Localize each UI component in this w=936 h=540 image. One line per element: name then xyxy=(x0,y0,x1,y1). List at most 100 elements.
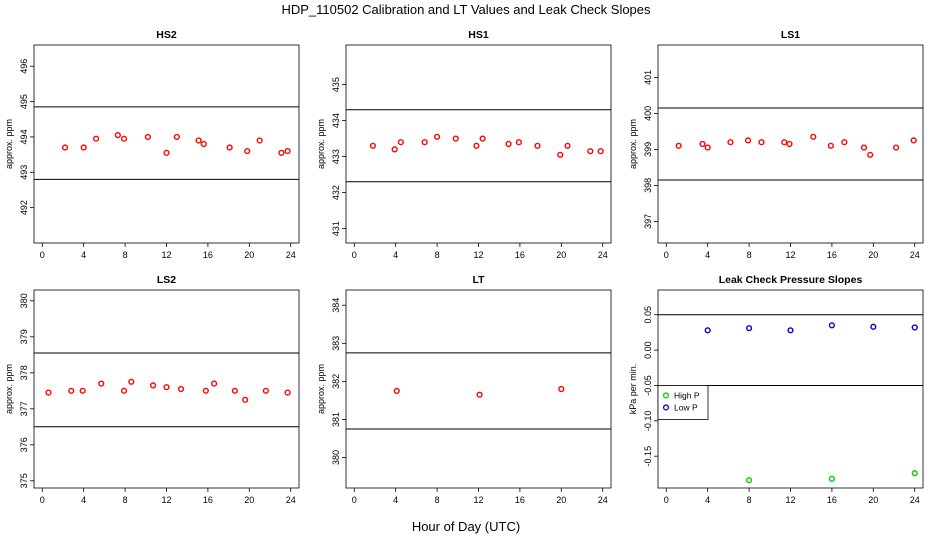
data-point xyxy=(80,144,87,151)
panel-1: HS2 0 4 8 12 16 20 24 492 493 494 495 496 approx. ppm xyxy=(4,29,300,260)
data-point xyxy=(828,475,836,482)
x-tick-label: 16 xyxy=(203,250,213,260)
data-point xyxy=(231,387,238,394)
data-point xyxy=(699,140,706,148)
plot-frame xyxy=(33,44,300,244)
y-tick-label: 379 xyxy=(19,329,29,344)
x-tick-label: 20 xyxy=(244,495,254,505)
data-point xyxy=(163,384,170,391)
x-tick-label: 0 xyxy=(352,495,357,505)
y-tick-label: 378 xyxy=(19,365,29,380)
data-point xyxy=(827,142,834,149)
data-point xyxy=(284,147,291,155)
y-axis-label: approx. ppm xyxy=(316,364,326,414)
y-tick-label: 492 xyxy=(19,200,29,215)
panel-title: Leak Check Pressure Slopes xyxy=(719,274,863,286)
y-tick-label: 398 xyxy=(643,178,653,193)
panel-title: LT xyxy=(472,274,485,286)
x-tick-label: 8 xyxy=(435,495,440,505)
x-tick-label: 20 xyxy=(868,495,878,505)
x-tick-label: 16 xyxy=(827,250,837,260)
chart-panels: HS2 0 4 8 12 16 20 24 492 493 494 495 496 approx. ppm… xyxy=(4,29,924,505)
data-point xyxy=(256,137,263,144)
plot-frame xyxy=(345,289,612,489)
y-tick-label: 380 xyxy=(19,293,29,308)
data-point xyxy=(144,133,151,141)
panel-6: Leak Check Pressure Slopes 0 4 8 12 16 20 24 -0.… xyxy=(628,274,924,505)
x-tick-label: 24 xyxy=(286,495,296,505)
panel-5: LT 0 4 8 12 16 20 24 380 381 382 383 384 approx. ppm xyxy=(316,274,612,505)
data-point xyxy=(781,139,788,146)
y-tick-label: 376 xyxy=(19,437,29,452)
data-point xyxy=(163,149,170,156)
x-tick-label: 24 xyxy=(598,250,608,260)
x-tick-label: 24 xyxy=(598,495,608,505)
y-tick-label: 397 xyxy=(643,214,653,229)
data-point xyxy=(892,144,900,151)
data-point xyxy=(369,142,377,149)
legend-box xyxy=(657,385,709,420)
data-point xyxy=(860,144,868,151)
data-point xyxy=(911,470,918,477)
y-tick-label: -0.05 xyxy=(643,375,653,396)
data-point xyxy=(114,132,121,139)
data-point xyxy=(93,135,100,142)
x-tick-label: 8 xyxy=(435,250,440,260)
y-tick-label: 0.00 xyxy=(643,341,653,359)
legend-entry: High P xyxy=(674,390,700,400)
x-tick-label: 4 xyxy=(81,495,86,505)
x-tick-label: 12 xyxy=(161,495,171,505)
data-point xyxy=(45,389,52,396)
data-point xyxy=(391,146,398,153)
data-point xyxy=(745,477,753,484)
legend-marker xyxy=(662,392,670,399)
panel-4: LS2 0 4 8 12 16 20 24 375 376 377 378 379 380 approx. … xyxy=(4,274,300,505)
x-tick-label: 24 xyxy=(910,495,920,505)
data-point xyxy=(597,148,604,155)
data-point xyxy=(284,389,291,396)
data-point xyxy=(61,144,69,151)
data-point xyxy=(200,140,207,148)
x-tick-label: 12 xyxy=(473,495,483,505)
data-point xyxy=(79,387,86,394)
data-point xyxy=(745,325,753,332)
data-point xyxy=(910,137,917,144)
y-axis-label: approx. ppm xyxy=(628,119,638,169)
y-tick-label: 493 xyxy=(19,165,29,180)
y-axis-label: approx. ppm xyxy=(316,119,326,169)
y-axis-label: approx. ppm xyxy=(4,119,14,169)
figure-title: HDP_110502 Calibration and LT Values and… xyxy=(281,2,651,17)
x-tick-label: 12 xyxy=(161,250,171,260)
data-point xyxy=(173,133,180,141)
panel-2: HS1 0 4 8 12 16 20 24 431 432 433 434 435 approx. ppm xyxy=(316,29,612,260)
y-tick-label: -0.15 xyxy=(643,446,653,467)
y-tick-label: 496 xyxy=(19,59,29,74)
data-point xyxy=(242,396,249,403)
x-tick-label: 8 xyxy=(123,495,128,505)
y-tick-label: 382 xyxy=(331,374,341,389)
x-tick-label: 0 xyxy=(664,250,669,260)
data-point xyxy=(479,135,486,142)
data-point xyxy=(98,380,105,387)
x-tick-label: 16 xyxy=(515,250,525,260)
data-point xyxy=(120,387,128,394)
x-tick-label: 16 xyxy=(827,495,837,505)
x-tick-label: 20 xyxy=(556,495,566,505)
data-point xyxy=(421,139,428,146)
data-point xyxy=(675,142,682,149)
x-tick-label: 4 xyxy=(705,250,710,260)
panel-title: LS2 xyxy=(157,274,176,286)
data-point xyxy=(810,133,817,140)
data-point xyxy=(564,142,571,149)
x-tick-label: 12 xyxy=(785,495,795,505)
x-tick-label: 20 xyxy=(244,250,254,260)
data-point xyxy=(558,385,565,393)
data-point xyxy=(278,149,285,156)
panel-3: LS1 0 4 8 12 16 20 24 397 398 399 400 401 approx. ppm xyxy=(628,29,924,260)
data-point xyxy=(149,382,157,389)
data-point xyxy=(870,323,877,330)
data-point xyxy=(758,139,765,146)
y-tick-label: 431 xyxy=(331,221,341,236)
y-tick-label: 377 xyxy=(19,401,29,416)
data-point xyxy=(226,144,233,151)
